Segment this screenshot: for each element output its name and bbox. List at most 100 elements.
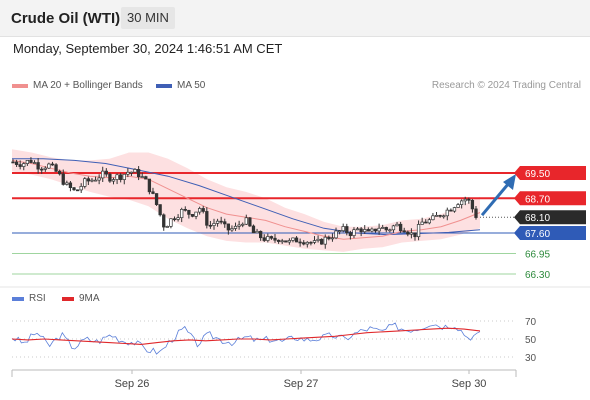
bearish-candle: [201, 208, 205, 212]
bearish-candle: [223, 221, 227, 225]
bearish-candle: [29, 159, 33, 163]
bullish-candle: [133, 169, 137, 173]
bearish-candle: [144, 176, 148, 180]
bearish-candle: [40, 168, 44, 171]
bearish-candle: [406, 231, 410, 235]
bullish-candle: [323, 236, 327, 245]
rsi-tick-label: 50: [525, 335, 537, 346]
bearish-candle: [413, 232, 417, 238]
bullish-candle: [43, 167, 47, 170]
timeframe-badge[interactable]: 30 MIN: [121, 7, 175, 29]
bearish-candle: [470, 199, 475, 210]
bullish-candle: [47, 163, 51, 169]
bullish-candle: [370, 228, 374, 232]
bearish-candle: [384, 227, 388, 231]
support-level-label: 67.60: [525, 229, 550, 240]
legend-label-rsi-ma: 9MA: [79, 293, 100, 304]
bullish-candle: [169, 218, 173, 227]
bearish-candle: [11, 161, 15, 164]
bullish-candle: [334, 230, 338, 239]
rsi-ma-line: [11, 327, 481, 345]
bearish-candle: [208, 224, 213, 227]
bearish-candle: [147, 178, 152, 193]
bullish-candle: [83, 178, 87, 187]
bearish-candle: [36, 162, 40, 170]
bullish-candle: [237, 224, 241, 227]
bollinger-band: [12, 149, 480, 252]
bullish-candle: [215, 220, 220, 224]
bullish-candle: [391, 225, 396, 231]
legend-swatch-rsi-ma: [62, 296, 74, 301]
bullish-candle: [122, 173, 126, 180]
bearish-candle: [474, 208, 478, 218]
bearish-candle: [205, 211, 209, 226]
bearish-candle: [348, 232, 353, 236]
bullish-candle: [330, 237, 335, 240]
legend-bollinger: MA 20 + Bollinger Bands: [12, 80, 143, 91]
bearish-candle: [108, 173, 112, 182]
bullish-candle: [197, 208, 202, 213]
target-level-label: 66.30: [525, 270, 550, 281]
resistance-level-label: 69.50: [525, 169, 550, 180]
bearish-candle: [104, 170, 108, 175]
bullish-candle: [352, 229, 356, 236]
bearish-candle: [14, 161, 19, 165]
resistance-level-tag: [514, 166, 586, 180]
bullish-candle: [266, 236, 270, 241]
bullish-candle: [79, 186, 83, 191]
bearish-candle: [251, 225, 256, 234]
bullish-candle: [434, 215, 439, 217]
bullish-candle: [176, 217, 180, 220]
bullish-candle: [312, 240, 317, 243]
bullish-candle: [445, 209, 449, 217]
bullish-candle: [463, 198, 467, 202]
bullish-candle: [241, 223, 245, 226]
legend-swatch-bollinger: [12, 83, 28, 88]
bullish-candle: [93, 179, 98, 182]
bullish-candle: [140, 176, 144, 178]
bullish-candle: [416, 224, 421, 238]
current-level-tag: [514, 210, 586, 225]
chart-header: Crude Oil (WTI) 30 MIN: [0, 0, 590, 37]
bearish-candle: [183, 209, 187, 211]
bullish-candle: [212, 223, 216, 226]
bearish-candle: [345, 226, 349, 234]
ma50-line: [12, 158, 481, 236]
bearish-candle: [359, 228, 363, 233]
bullish-candle: [90, 179, 94, 182]
bearish-candle: [298, 241, 302, 244]
bearish-candle: [398, 223, 403, 232]
bearish-candle: [58, 170, 62, 175]
forecast-arrow-shaft: [480, 182, 511, 217]
bullish-candle: [452, 207, 457, 212]
legend-label-bollinger: MA 20 + Bollinger Bands: [33, 80, 143, 91]
bearish-candle: [284, 240, 288, 243]
bearish-candle: [327, 236, 331, 240]
support-level-tag: [514, 226, 586, 240]
bullish-candle: [32, 162, 37, 164]
bullish-candle: [363, 229, 367, 233]
rsi-tick-label: 70: [525, 317, 537, 328]
bearish-candle: [154, 193, 159, 205]
bearish-candle: [373, 228, 378, 232]
bullish-candle: [97, 177, 101, 181]
bearish-candle: [424, 221, 428, 224]
current-level-label: 68.10: [525, 213, 550, 224]
research-credit: Research © 2024 Trading Central: [431, 80, 581, 91]
bullish-candle: [101, 170, 105, 179]
x-tick-label: Sep 26: [115, 378, 150, 390]
resistance-level-label: 68.70: [525, 194, 550, 205]
bullish-candle: [316, 238, 320, 241]
legend-swatch-ma50: [156, 83, 172, 88]
bearish-candle: [302, 242, 306, 245]
resistance-level-tag: [514, 191, 586, 206]
bullish-candle: [165, 226, 169, 228]
legend-label-rsi: RSI: [29, 293, 46, 304]
bearish-candle: [190, 214, 195, 217]
bullish-candle: [244, 217, 248, 225]
bullish-candle: [291, 237, 295, 241]
bearish-candle: [438, 215, 442, 217]
bullish-candle: [115, 174, 119, 180]
bullish-candle: [377, 227, 381, 232]
